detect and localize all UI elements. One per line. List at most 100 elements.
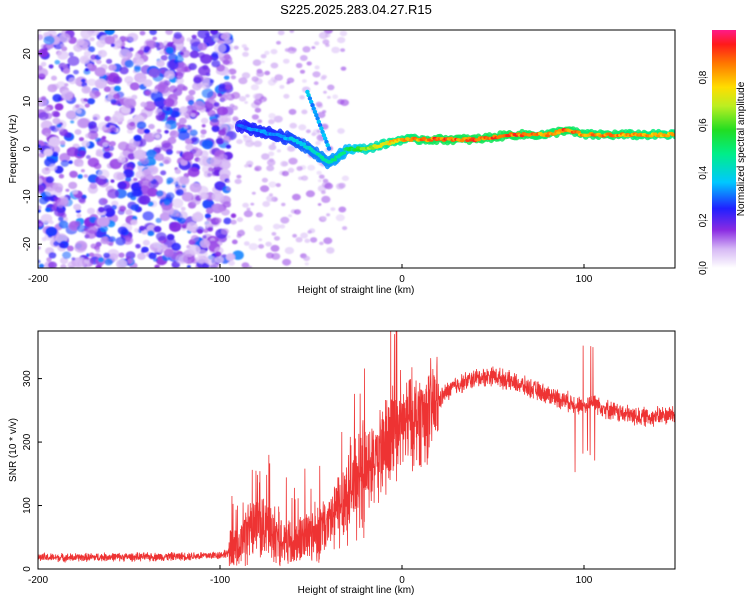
heatmap-cell — [268, 151, 275, 157]
heatmap-cell — [295, 237, 303, 243]
heatmap-cell — [142, 211, 154, 221]
heatmap-cell — [315, 101, 323, 107]
heatmap-cell — [187, 167, 200, 178]
heatmap-cell — [306, 61, 312, 66]
heatmap-cell — [97, 121, 109, 131]
heatmap-cell — [115, 259, 128, 268]
heatmap-cell — [245, 94, 250, 98]
heatmap-cell — [86, 253, 91, 257]
heatmap-cell — [181, 192, 194, 202]
heatmap-cell — [323, 136, 328, 141]
heatmap-cell — [40, 61, 47, 67]
heatmap-cell — [105, 74, 118, 85]
heatmap-cell — [192, 212, 204, 223]
heatmap-cell — [242, 134, 247, 138]
heatmap-cell — [149, 30, 157, 36]
figure-title: S225.2025.283.04.27.R15 — [280, 2, 432, 17]
heatmap-cell — [276, 149, 281, 153]
heatmap-cell — [83, 174, 88, 178]
heatmap-cell — [133, 134, 142, 142]
heatmap-cell — [110, 127, 117, 133]
heatmap-cell — [175, 188, 184, 196]
heatmap-cell — [131, 215, 138, 221]
heatmap-cell — [85, 229, 97, 239]
heatmap-cell — [288, 46, 294, 51]
heatmap-cell — [223, 54, 231, 60]
heatmap-cell — [316, 119, 321, 125]
heatmap-cell — [188, 89, 196, 96]
heatmap-cell — [304, 238, 311, 243]
heatmap-cell — [86, 63, 93, 69]
heatmap-cell — [234, 178, 242, 185]
heatmap-cell — [236, 217, 244, 223]
heatmap-cell — [117, 155, 126, 163]
heatmap-cell — [126, 122, 136, 131]
heatmap-cell — [81, 56, 89, 63]
heatmap-cell — [340, 99, 349, 106]
heatmap-cell — [143, 79, 153, 87]
heatmap-cell — [184, 248, 195, 258]
heatmap-cell — [327, 95, 331, 99]
heatmap-cell — [224, 123, 234, 131]
heatmap-cell — [48, 164, 58, 171]
heatmap-cell — [164, 129, 169, 134]
heatmap-cell — [209, 118, 220, 127]
heatmap-cell — [105, 124, 111, 128]
heatmap-cell — [337, 37, 346, 44]
heatmap-cell — [38, 196, 49, 205]
heatmap-cell — [167, 136, 177, 145]
heatmap-cell — [83, 259, 89, 264]
heatmap-cell — [56, 123, 62, 128]
heatmap-cell — [137, 127, 146, 135]
heatmap-cell — [98, 169, 110, 179]
heatmap-cell — [242, 51, 249, 57]
heatmap-cell — [133, 66, 141, 73]
heatmap-cell — [279, 224, 286, 229]
heatmap-cell — [311, 46, 316, 50]
heatmap-cell — [252, 93, 261, 100]
heatmap-cell — [236, 174, 242, 179]
heatmap-cell — [93, 162, 102, 170]
snr-frame — [37, 330, 676, 570]
heatmap-cell — [137, 252, 146, 260]
heatmap-cell — [62, 68, 71, 74]
heatmap-cell — [307, 230, 312, 234]
heatmap-cell — [252, 59, 262, 66]
heatmap-cell — [174, 55, 184, 63]
heatmap-cell — [159, 162, 164, 167]
heatmap-cell — [143, 101, 156, 112]
colorbar-tick-label: 0.4 — [698, 165, 709, 179]
heatmap-cell — [281, 170, 289, 177]
heatmap-cell — [45, 226, 58, 237]
heatmap-cell — [95, 137, 101, 143]
heatmap-cell — [127, 258, 134, 264]
heatmap-cell — [217, 92, 223, 97]
heatmap-cell — [266, 159, 276, 166]
heatmap-cell — [92, 113, 101, 121]
heatmap-cell — [135, 170, 145, 179]
heatmap-cell — [276, 40, 281, 45]
heatmap-cell — [78, 162, 84, 167]
colorbar-tick-label: 0.0 — [698, 261, 709, 275]
heatmap-cell — [103, 86, 111, 93]
heatmap-cell — [221, 254, 227, 258]
heatmap-cell — [225, 144, 232, 149]
heatmap-cell — [71, 257, 76, 261]
heatmap-cell — [256, 70, 265, 77]
heatmap-cell — [61, 89, 74, 100]
heatmap-cell — [104, 35, 116, 45]
heatmap-cell — [48, 136, 61, 147]
heatmap-cell — [68, 77, 77, 85]
heatmap-cell — [46, 257, 52, 262]
heatmap-cell — [228, 260, 235, 266]
heatmap-cell — [53, 111, 61, 118]
heatmap-cell — [192, 82, 202, 91]
heatmap-cell — [139, 154, 146, 160]
heatmap-cell — [152, 88, 158, 94]
heatmap-cell — [307, 164, 316, 171]
heatmap-cell — [160, 69, 166, 74]
heatmap-cell — [125, 176, 132, 182]
heatmap-cell — [270, 62, 279, 69]
heatmap-cell — [77, 174, 83, 179]
heatmap-cell — [155, 217, 162, 223]
